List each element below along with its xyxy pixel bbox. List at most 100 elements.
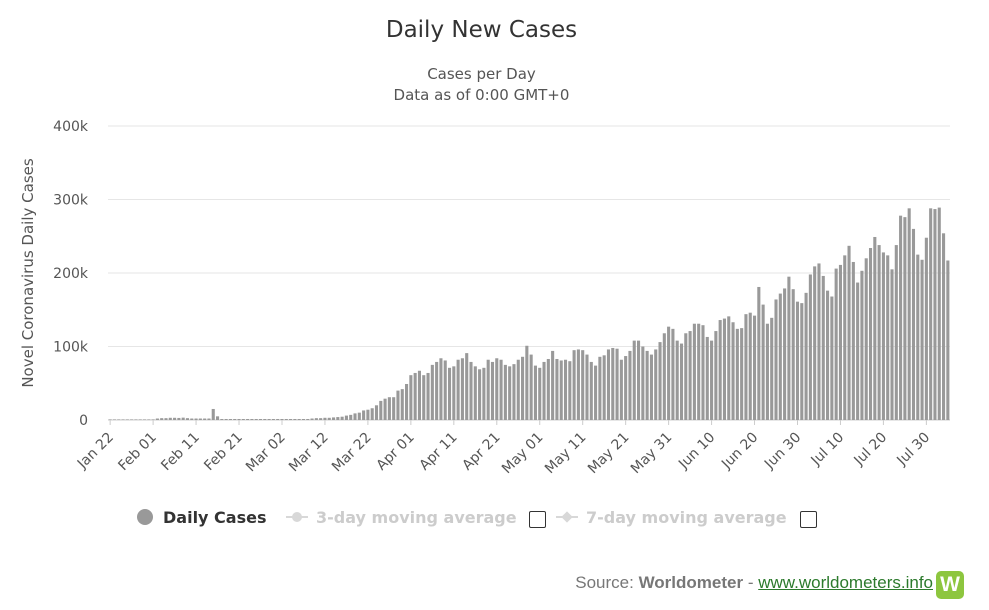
bar [813,266,817,420]
x-tick-label: Jun 10 [675,430,718,473]
bar [619,359,623,420]
bar [151,419,155,420]
bar [722,318,727,420]
legend-item-7day-average[interactable]: 7-day moving average [556,505,787,529]
bar [306,419,310,420]
bar [233,419,237,420]
legend-item-3day-average[interactable]: 3-day moving average [286,505,517,529]
x-tick-label: May 11 [542,430,590,478]
bar [456,359,460,420]
legend: Daily Cases 3-day moving average 7-day m… [0,505,989,535]
x-tick-label: Jul 30 [893,430,933,470]
bar [774,299,778,420]
chart-plot: 0 100k 200k 300k 400k Novel Coronavirus Daily… [19,119,950,478]
bar [284,419,288,420]
bar [138,419,142,420]
bar [628,350,632,420]
bar [417,370,422,420]
bar [215,416,220,420]
bar [340,416,344,420]
bar [873,236,877,420]
bar [710,340,714,420]
checkbox-3day-average[interactable] [529,511,546,528]
bar [490,361,495,420]
x-tick-label: Apr 01 [374,430,418,474]
bar [808,274,812,420]
bar [606,349,611,420]
source-credit: Source: Worldometer - www.worldometers.i… [575,573,933,593]
bar [443,360,447,420]
bar [830,296,834,420]
chart-subtitle-1: Cases per Day [427,65,536,83]
x-tick-label: Jul 20 [851,430,891,470]
x-tick-label: Jan 22 [74,430,117,473]
bar [718,320,722,420]
bar [387,397,391,420]
y-tick-label: 100k [53,340,89,356]
bar [598,356,602,420]
bar [155,418,159,420]
bar [482,367,486,420]
bar [632,340,636,420]
bar [765,323,769,420]
bar [594,365,598,420]
series-dot-icon [137,509,153,525]
bar [327,417,331,420]
y-tick-label: 0 [79,413,88,429]
bar [795,301,800,420]
bar [473,366,477,420]
x-tick-label: Jun 20 [718,430,761,473]
bar [336,417,340,420]
bar [654,349,658,420]
bar [933,209,937,420]
bar [293,419,297,420]
bar [516,359,520,420]
bar [929,208,933,420]
bar [331,417,336,420]
bar [576,349,580,420]
worldometer-logo-icon[interactable]: W [936,571,964,599]
bar [246,419,250,420]
bar [563,359,568,420]
bar [147,419,151,420]
bar [117,419,121,420]
bar [426,372,430,420]
bar [409,375,413,420]
bar [667,326,671,420]
bar [310,418,314,420]
bar [783,288,787,420]
bar [834,268,838,420]
bar [890,269,894,420]
bar [267,419,271,420]
bar [658,342,662,420]
bar [276,419,280,420]
bar [757,286,761,420]
bar [121,419,125,420]
bar [568,361,572,420]
bar [435,361,439,420]
bar [675,340,679,420]
bar [705,336,709,420]
bar [744,314,748,420]
source-link[interactable]: www.worldometers.info [758,573,933,592]
bar [542,361,546,420]
bar [761,304,765,420]
bar [920,259,924,420]
bar [207,418,211,420]
bar [190,418,194,420]
bar [684,333,688,420]
checkbox-7day-average[interactable] [800,511,817,528]
bar [400,389,404,420]
bar [533,365,537,420]
bar [714,331,718,420]
bar [529,354,533,420]
legend-item-daily-cases[interactable]: Daily Cases [137,505,266,529]
bar [899,215,903,420]
bar [486,359,490,420]
bar [585,354,589,420]
bar [817,263,821,420]
bar [671,328,675,420]
bar [838,264,843,420]
bar [911,228,916,420]
legend-label-daily-cases: Daily Cases [163,507,267,527]
